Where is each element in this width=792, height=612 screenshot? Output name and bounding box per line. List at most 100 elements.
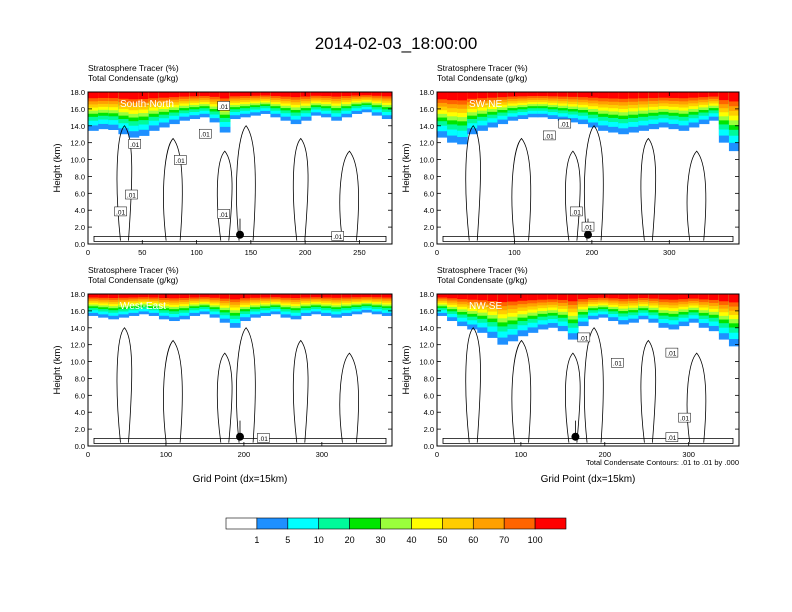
- contour-label-box: [331, 231, 344, 241]
- tracer-cell: [158, 92, 170, 98]
- tracer-cell: [437, 294, 448, 298]
- condensate-contour: [216, 150, 233, 241]
- tracer-cell: [608, 92, 619, 99]
- y-tick-label: 18.0: [419, 88, 434, 97]
- tracer-cell: [507, 294, 519, 302]
- condensate-contours: [442, 327, 734, 444]
- tracer-cell: [240, 294, 251, 299]
- y-tick-label: 12.0: [70, 341, 85, 350]
- colorbar-swatch: [318, 517, 350, 530]
- y-tick-label: 10.0: [419, 358, 434, 367]
- tracer-cell: [331, 294, 342, 298]
- panel-subtitle: Stratosphere Tracer (%): [88, 63, 179, 73]
- condensate-contour: [339, 352, 359, 443]
- tracer-cell: [351, 92, 363, 96]
- tracer-cell: [457, 294, 468, 300]
- plot-area: .01 West-East: [88, 294, 392, 446]
- y-tick-label: 8.0: [75, 374, 85, 383]
- x-tick-label: 300: [682, 450, 695, 459]
- contour-label-box: [217, 209, 230, 219]
- tracer-cell: [547, 294, 559, 300]
- tracer-cell: [517, 294, 529, 301]
- x-tick-label: 200: [238, 450, 251, 459]
- y-axis-label: Height (km): [401, 143, 412, 192]
- colorbar-swatch: [472, 517, 505, 530]
- panel-subtitle: Total Condensate (g/kg): [88, 275, 178, 285]
- tracer-cell: [477, 294, 488, 301]
- condensate-contours: [93, 125, 387, 242]
- tracer-field: [437, 92, 739, 152]
- y-tick-label: 16.0: [419, 105, 434, 114]
- tracer-cell: [290, 92, 302, 98]
- tracer-cell: [467, 294, 478, 300]
- colorbar-swatch: [349, 517, 381, 530]
- x-tick-label: 0: [86, 450, 90, 459]
- condensate-contour: [93, 438, 387, 444]
- colorbar-swatch: [442, 517, 474, 530]
- x-tick-label: 100: [190, 248, 203, 257]
- section-label: South-North: [120, 99, 174, 110]
- condensate-contour: [292, 339, 309, 443]
- panel-1: Stratosphere Tracer (%)Total Condensate …: [401, 63, 740, 257]
- tracer-cell: [148, 294, 160, 298]
- tracer-cell: [381, 294, 392, 298]
- tracer-cell: [310, 92, 322, 96]
- tracer-cell: [648, 92, 660, 98]
- tracer-cell: [300, 92, 312, 97]
- tracer-cell: [497, 92, 509, 98]
- contour-label-box: [678, 412, 691, 423]
- condensate-contour: [465, 125, 481, 241]
- tracer-cell: [447, 92, 458, 101]
- y-tick-label: 2.0: [424, 425, 434, 434]
- tracer-cell: [638, 92, 649, 99]
- tracer-cell: [497, 294, 509, 303]
- y-tick-label: 2.0: [75, 425, 85, 434]
- condensate-contour: [339, 150, 359, 241]
- tracer-cell: [128, 294, 140, 298]
- tracer-cell: [270, 294, 282, 298]
- tracer-cell: [169, 294, 180, 299]
- contour-label: .01: [560, 122, 569, 129]
- tracer-cell: [588, 294, 599, 299]
- colorbar-swatch: [380, 517, 412, 530]
- contour-label-box: [174, 155, 187, 165]
- y-tick-label: 6.0: [424, 391, 434, 400]
- contour-label: .01: [667, 435, 676, 442]
- tracer-cell: [88, 294, 99, 298]
- x-tick-label: 50: [138, 248, 146, 257]
- x-axis-label: Grid Point (dx=15km): [193, 474, 288, 485]
- y-tick-label: 8.0: [424, 374, 434, 383]
- panel-2: Stratosphere Tracer (%)Total Condensate …: [52, 265, 393, 485]
- tracer-cell: [447, 294, 458, 299]
- contour-label: .01: [176, 158, 185, 165]
- tracer-cell: [618, 294, 629, 299]
- colorbar-swatch: [503, 517, 536, 530]
- section-label: West-East: [120, 301, 166, 312]
- condensate-contour: [93, 236, 387, 242]
- contour-label-box: [114, 206, 127, 217]
- plot-frame: [436, 293, 740, 447]
- y-tick-label: 2.0: [424, 223, 434, 232]
- x-tick-label: 0: [86, 248, 90, 257]
- condensate-contour: [216, 352, 233, 443]
- tracer-cell: [487, 294, 498, 302]
- y-tick-label: 12.0: [419, 139, 434, 148]
- tracer-cell: [250, 294, 261, 298]
- tracer-cell: [270, 92, 282, 97]
- y-tick-label: 0.0: [424, 240, 434, 249]
- tracer-cell: [457, 92, 468, 101]
- x-tick-label: 150: [245, 248, 258, 257]
- colorbar-label: 40: [406, 535, 416, 545]
- y-tick-label: 14.0: [419, 324, 434, 333]
- tracer-cell: [179, 92, 190, 97]
- y-tick-label: 4.0: [424, 206, 434, 215]
- tracer-cell: [351, 294, 363, 298]
- y-tick-label: 14.0: [70, 324, 85, 333]
- condensate-contour: [236, 125, 256, 241]
- tracer-cell: [567, 92, 579, 97]
- contour-label-box: [570, 206, 583, 217]
- y-tick-label: 10.0: [419, 156, 434, 165]
- tracer-cell: [668, 92, 680, 98]
- contour-label: .01: [545, 133, 554, 140]
- condensate-contour: [511, 137, 532, 241]
